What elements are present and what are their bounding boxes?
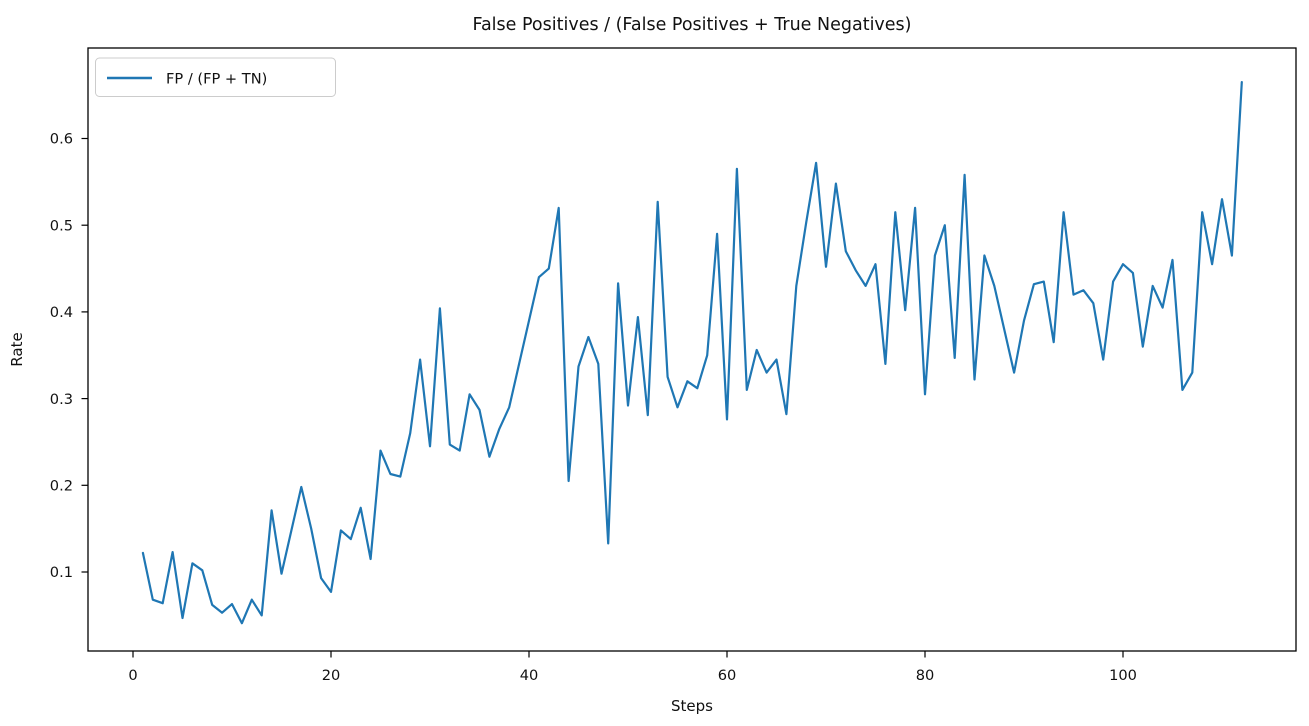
x-tick-label: 0 — [128, 667, 137, 684]
y-tick-label: 0.4 — [50, 304, 73, 321]
y-tick-label: 0.2 — [50, 478, 73, 495]
legend-entry-label: FP / (FP + TN) — [166, 71, 267, 88]
chart-title: False Positives / (False Positives + Tru… — [473, 15, 912, 35]
plot-frame — [87, 47, 1297, 652]
x-tick-label: 60 — [718, 667, 737, 684]
x-tick-label: 100 — [1109, 667, 1137, 684]
axis-ticks: 0 20 40 60 80 100 0.1 0.2 0.3 0.4 0.5 0.6 — [50, 131, 1137, 684]
y-tick-label: 0.5 — [50, 217, 73, 234]
x-tick-label: 20 — [322, 667, 341, 684]
y-tick-label: 0.1 — [50, 564, 73, 581]
y-axis-label: Rate — [8, 332, 26, 366]
x-axis-label: Steps — [671, 697, 713, 715]
legend-box — [95, 57, 336, 97]
y-tick-label: 0.6 — [50, 131, 73, 148]
x-tick-label: 40 — [520, 667, 539, 684]
y-tick-label: 0.3 — [50, 391, 73, 408]
x-tick-label: 80 — [916, 667, 935, 684]
legend: FP / (FP + TN) — [95, 57, 336, 97]
series-line-fp-rate — [141, 81, 1243, 625]
